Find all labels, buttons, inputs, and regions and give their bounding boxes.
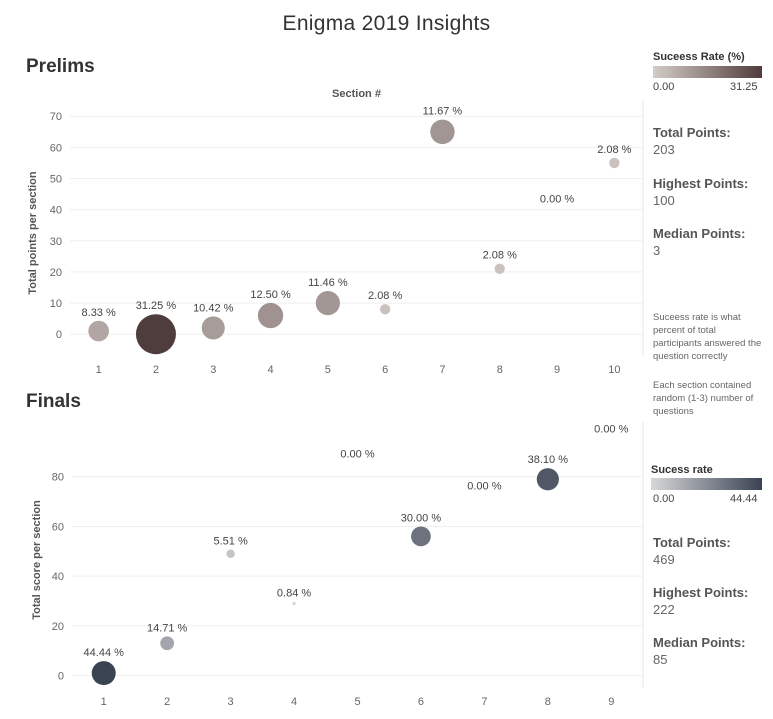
finals-data-point	[536, 468, 559, 491]
finals-x-tick: 7	[481, 696, 487, 708]
finals-x-tick: 2	[164, 696, 170, 708]
finals-legend-gradient	[651, 478, 762, 490]
prelims-y-tick: 0	[56, 329, 62, 341]
prelims-data-label: 8.33 %	[82, 307, 116, 319]
prelims-data-label: 31.25 %	[136, 300, 177, 312]
finals-data-label: 38.10 %	[528, 454, 569, 466]
finals-x-tick: 5	[354, 696, 360, 708]
finals-y-tick: 60	[52, 521, 64, 533]
prelims-x-tick: 2	[153, 364, 159, 376]
finals-heading: Finals	[26, 391, 81, 412]
prelims-data-label: 11.46 %	[308, 277, 348, 289]
finals-x-tick: 8	[545, 696, 551, 708]
finals-median-points-label: Median Points:	[653, 635, 746, 650]
prelims-data-point	[609, 157, 620, 169]
finals-x-tick: 1	[101, 696, 107, 708]
finals-y-tick: 20	[52, 621, 64, 633]
finals-highest-points-label: Highest Points:	[653, 585, 749, 600]
finals-y-axis-title: Total score per section	[31, 500, 43, 620]
finals-legend-title: Sucess rate	[651, 464, 713, 476]
prelims-data-label: 11.67 %	[423, 106, 463, 118]
prelims-data-point	[88, 320, 109, 342]
finals-y-tick: 40	[52, 571, 64, 583]
prelims-x-axis-title: Section #	[332, 88, 381, 100]
finals-data-label: 44.44 %	[84, 647, 125, 659]
finals-data-point	[292, 601, 296, 606]
prelims-x-tick: 5	[325, 364, 331, 376]
page-title: Enigma 2019 Insights	[282, 12, 491, 35]
prelims-median-points-value: 3	[653, 243, 661, 258]
prelims-data-label: 2.08 %	[597, 144, 631, 156]
finals-chart: 0 20 40 60 80 1 2 3 4 5 6 7 8 9 Total score per sectio…	[31, 422, 644, 708]
finals-legend-min: 0.00	[653, 493, 675, 505]
finals-data-point	[226, 549, 235, 559]
prelims-y-tick: 40	[50, 205, 62, 217]
prelims-total-points-label: Total Points:	[653, 125, 731, 140]
prelims-data-label: 2.08 %	[368, 290, 402, 302]
prelims-y-tick: 10	[50, 298, 62, 310]
prelims-y-tick: 20	[50, 267, 62, 279]
finals-data-label: 30.00 %	[401, 513, 442, 525]
finals-y-tick: 0	[58, 671, 64, 683]
prelims-median-points-label: Median Points:	[653, 226, 746, 241]
finals-data-point	[411, 526, 431, 547]
prelims-y-tick: 70	[50, 111, 62, 123]
prelims-x-tick: 3	[210, 364, 216, 376]
prelims-x-tick: 9	[554, 364, 560, 376]
prelims-legend-title: Suceess Rate (%)	[653, 51, 745, 63]
section-questions-note: Each section contained random (1-3) numb…	[653, 380, 754, 417]
prelims-data-label: 2.08 %	[483, 250, 517, 262]
prelims-data-point	[135, 314, 176, 355]
prelims-chart: 0 10 20 30 40 50 60 70 1 2 3 4 5 6 7 8 9 10 Total points p…	[27, 88, 644, 376]
prelims-data-point	[379, 304, 391, 315]
prelims-y-tick: 60	[50, 142, 62, 154]
prelims-data-point	[494, 263, 505, 274]
prelims-x-tick: 7	[439, 364, 445, 376]
prelims-y-tick: 50	[50, 174, 62, 186]
prelims-data-point	[315, 290, 340, 316]
prelims-highest-points-value: 100	[653, 193, 675, 208]
finals-data-point	[160, 636, 175, 651]
prelims-heading: Prelims	[26, 56, 95, 77]
finals-total-points-label: Total Points:	[653, 535, 731, 550]
prelims-x-tick: 4	[267, 364, 273, 376]
finals-legend-max: 44.44	[730, 493, 758, 505]
finals-x-tick: 3	[228, 696, 234, 708]
prelims-highest-points-label: Highest Points:	[653, 176, 749, 191]
prelims-data-point	[201, 316, 225, 340]
finals-x-tick: 9	[608, 696, 614, 708]
finals-data-label: 0.00 %	[467, 481, 501, 493]
prelims-legend-gradient	[653, 66, 762, 78]
finals-x-tick: 6	[418, 696, 424, 708]
finals-data-label: 0.84 %	[277, 587, 311, 599]
finals-data-point	[91, 661, 116, 686]
prelims-y-axis-title: Total points per section	[27, 171, 39, 295]
finals-data-label: 0.00 %	[340, 448, 374, 460]
prelims-data-label: 10.42 %	[193, 302, 234, 314]
finals-data-label: 14.71 %	[147, 622, 188, 634]
prelims-data-label: 12.50 %	[250, 289, 291, 301]
prelims-x-tick: 6	[382, 364, 388, 376]
success-rate-note: Suceess rate is what percent of total pa…	[653, 312, 762, 362]
prelims-y-tick: 30	[50, 236, 62, 248]
finals-highest-points-value: 222	[653, 602, 675, 617]
prelims-data-point	[430, 119, 455, 145]
finals-x-tick: 4	[291, 696, 297, 708]
prelims-total-points-value: 203	[653, 142, 675, 157]
finals-data-label: 5.51 %	[213, 536, 247, 548]
prelims-x-tick: 10	[608, 364, 620, 376]
finals-total-points-value: 469	[653, 552, 675, 567]
finals-y-tick: 80	[52, 472, 64, 484]
prelims-legend-max: 31.25	[730, 81, 758, 93]
prelims-legend-min: 0.00	[653, 81, 675, 93]
finals-data-label: 0.00 %	[594, 423, 628, 435]
prelims-data-point	[257, 302, 284, 329]
finals-median-points-value: 85	[653, 652, 668, 667]
prelims-x-tick: 8	[497, 364, 503, 376]
prelims-x-tick: 1	[96, 364, 102, 376]
prelims-data-label: 0.00 %	[540, 194, 574, 206]
